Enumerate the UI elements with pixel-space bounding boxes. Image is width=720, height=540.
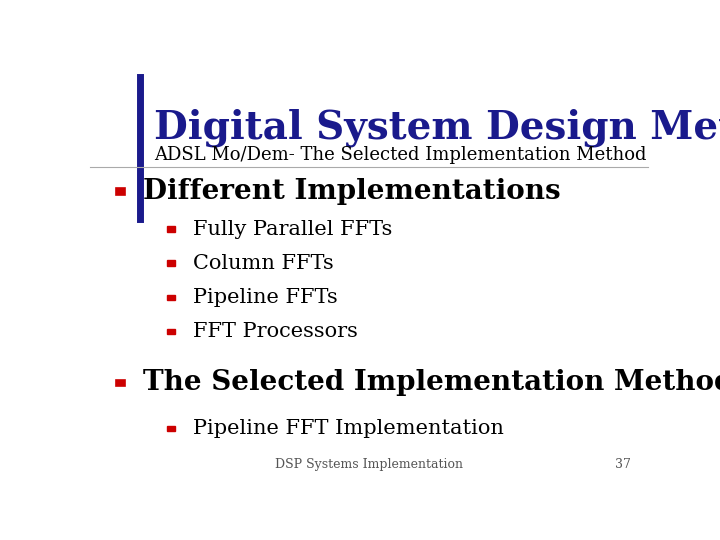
Bar [167, 260, 174, 266]
Text: FFT Processors: FFT Processors [193, 322, 358, 341]
Bar [167, 329, 174, 334]
Text: DSP Systems Implementation: DSP Systems Implementation [275, 458, 463, 471]
Text: The Selected Implementation Method: The Selected Implementation Method [143, 369, 720, 396]
Bar [167, 426, 174, 431]
Bar [167, 294, 174, 300]
Text: Different Implementations: Different Implementations [143, 178, 561, 205]
Bar [167, 226, 174, 232]
Text: Pipeline FFT Implementation: Pipeline FFT Implementation [193, 419, 504, 438]
Text: Fully Parallel FFTs: Fully Parallel FFTs [193, 220, 392, 239]
Bar [116, 188, 125, 195]
Text: 37: 37 [616, 458, 631, 471]
Text: Column FFTs: Column FFTs [193, 254, 334, 273]
Bar [116, 380, 125, 386]
Text: ADSL Mo/Dem- The Selected Implementation Method: ADSL Mo/Dem- The Selected Implementation… [154, 146, 647, 164]
Text: Digital System Design Methodology: Digital System Design Methodology [154, 109, 720, 147]
Text: Pipeline FFTs: Pipeline FFTs [193, 288, 338, 307]
